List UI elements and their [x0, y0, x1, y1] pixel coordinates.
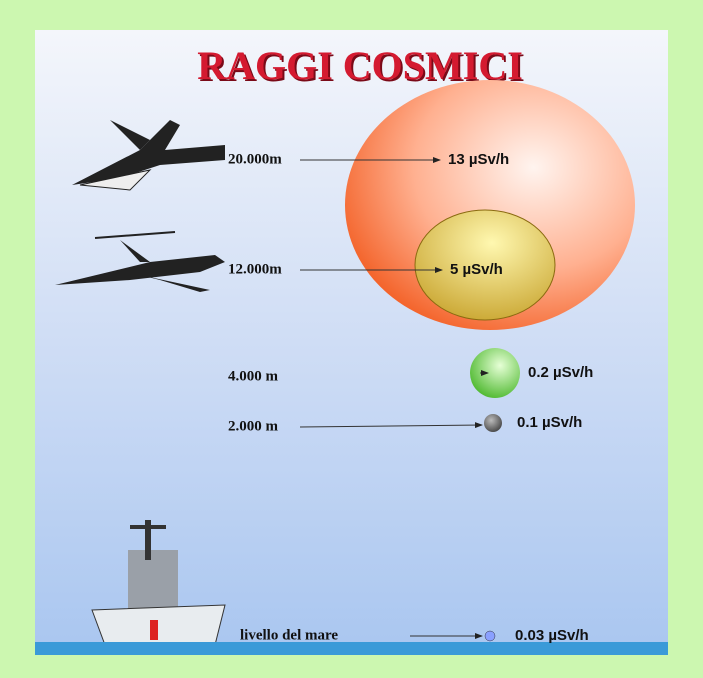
altitude-label: 4.000 m	[228, 368, 279, 384]
altitude-label: 20.000m	[228, 151, 282, 167]
dose-label: 13 µSv/h	[448, 151, 509, 168]
dose-circle	[485, 631, 495, 641]
dose-circle	[470, 348, 520, 398]
dose-label: 0.1 µSv/h	[517, 414, 582, 431]
infographic: RAGGI COSMICI RAGGI COSMICI 20.000m 13 µ…	[0, 0, 703, 678]
altitude-label: 12.000m	[228, 261, 282, 277]
dose-label: 0.03 µSv/h	[515, 627, 589, 644]
altitude-label: livello del mare	[240, 627, 338, 643]
altitude-label: 2.000 m	[228, 418, 279, 434]
dose-label: 5 µSv/h	[450, 261, 503, 278]
dose-circle	[484, 414, 502, 432]
dose-label: 0.2 µSv/h	[528, 364, 593, 381]
